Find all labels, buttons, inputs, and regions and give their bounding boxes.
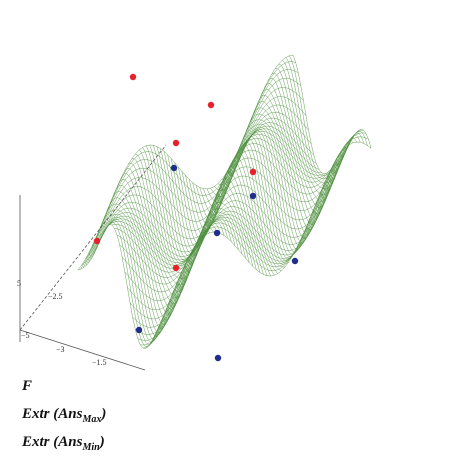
- mesh-line: [77, 224, 157, 349]
- mesh-line: [228, 130, 307, 255]
- mesh-line: [289, 55, 368, 176]
- legend-item: Extr (AnsMax): [22, 406, 106, 425]
- max-point: [172, 139, 180, 147]
- mesh-line: [271, 72, 350, 202]
- mesh-line: [217, 136, 297, 261]
- mesh-line: [264, 83, 343, 214]
- mesh-line: [163, 151, 243, 257]
- maxima-points: [93, 73, 257, 272]
- mesh-line: [224, 132, 304, 257]
- surface-mesh: [77, 54, 372, 349]
- legend-label: Extr (Ans: [22, 406, 83, 422]
- tick-label: −5: [21, 331, 30, 340]
- mesh-line: [120, 173, 200, 304]
- tick-label: −1.5: [92, 358, 107, 367]
- mesh-line: [124, 157, 341, 301]
- mesh-line: [155, 141, 372, 333]
- mesh-line: [111, 134, 327, 269]
- mesh-line: [128, 162, 207, 292]
- mesh-line: [239, 123, 318, 247]
- mesh-line: [292, 55, 372, 174]
- mesh-line: [99, 209, 178, 333]
- mesh-line: [178, 166, 257, 270]
- mesh-line: [95, 213, 175, 337]
- min-point: [214, 354, 222, 362]
- mesh-line: [149, 145, 228, 264]
- mesh-line: [102, 203, 182, 329]
- mesh-line: [106, 197, 185, 325]
- mesh-line: [231, 128, 311, 253]
- legend-subscript: Min: [82, 442, 100, 453]
- mesh-line: [256, 95, 336, 225]
- min-point: [170, 164, 178, 172]
- mesh-line: [206, 144, 286, 268]
- mesh-line: [167, 154, 246, 259]
- mesh-line: [275, 68, 354, 196]
- mesh-line: [246, 113, 325, 239]
- mesh-line: [170, 158, 250, 263]
- mesh-line: [249, 107, 329, 235]
- axis-line: [19, 144, 167, 331]
- mesh-line: [253, 101, 332, 230]
- mesh-line: [235, 126, 314, 250]
- legend-subscript: Max: [82, 414, 102, 425]
- surface-plot: 5 −2.5 −5 −3 −1.5: [17, 54, 372, 371]
- max-point: [207, 101, 215, 109]
- mesh-line: [113, 185, 193, 315]
- tick-label: 5: [17, 279, 21, 288]
- legend-suffix: ): [99, 434, 105, 450]
- min-point: [249, 192, 257, 200]
- mesh-line: [131, 158, 210, 286]
- tick-label: −2.5: [48, 292, 63, 301]
- max-point: [129, 73, 137, 81]
- legend-item: Extr (AnsMin): [22, 434, 105, 453]
- mesh-line: [92, 216, 171, 340]
- mesh-line: [285, 57, 365, 179]
- mesh-line: [242, 119, 322, 243]
- legend-label: F: [22, 378, 33, 394]
- mesh-line: [221, 134, 300, 259]
- mesh-line: [185, 171, 264, 275]
- mesh-line: [214, 138, 293, 263]
- mesh-line: [267, 77, 346, 208]
- min-point: [213, 229, 221, 237]
- mesh-line: [278, 63, 357, 189]
- mesh-line: [81, 222, 160, 347]
- mesh-line: [160, 148, 239, 259]
- axis-line: [19, 329, 146, 371]
- min-point: [291, 257, 299, 265]
- mesh-line: [282, 60, 361, 184]
- mesh-line: [210, 141, 289, 265]
- mesh-line: [124, 167, 203, 298]
- max-point: [249, 168, 257, 176]
- legend-label: Extr (Ans: [22, 434, 83, 450]
- mesh-line: [88, 218, 168, 343]
- max-point: [172, 264, 180, 272]
- min-point: [135, 326, 143, 334]
- max-point: [93, 237, 101, 245]
- tick-label: −3: [56, 345, 65, 354]
- legend-suffix: ): [101, 406, 107, 422]
- legend-item: F: [22, 378, 32, 395]
- minima-points: [135, 164, 299, 362]
- mesh-line: [77, 54, 294, 271]
- mesh-line: [110, 191, 189, 320]
- mesh-line: [174, 162, 254, 267]
